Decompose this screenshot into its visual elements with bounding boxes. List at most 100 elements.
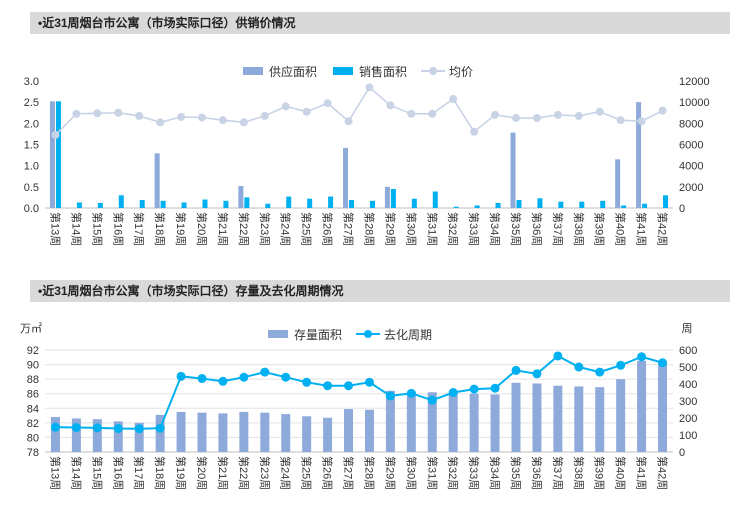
point-1-16 bbox=[385, 391, 395, 401]
bar-0-28 bbox=[637, 360, 647, 452]
x-tick-label: 第32周 bbox=[446, 456, 460, 490]
x-tick-label: 第37周 bbox=[551, 212, 565, 246]
legend-label-0: 供应面积 bbox=[269, 64, 317, 79]
point-1-10 bbox=[260, 367, 270, 377]
legend-marker-1 bbox=[364, 330, 372, 338]
point-1-11 bbox=[281, 372, 291, 382]
bar-1-7 bbox=[202, 199, 208, 208]
point-2-8 bbox=[218, 116, 227, 125]
x-tick-label: 第41周 bbox=[635, 212, 649, 246]
bar-0-16 bbox=[384, 186, 390, 208]
chart-2-title: •近31周烟台市公寓（市场实际口径）存量及去化周期情况 bbox=[30, 280, 730, 302]
line-series-2 bbox=[54, 86, 663, 136]
bar-0-28 bbox=[636, 102, 642, 208]
x-tick-label: 第37周 bbox=[551, 456, 565, 490]
point-2-0 bbox=[51, 130, 60, 139]
point-2-15 bbox=[365, 83, 374, 92]
bar-1-17 bbox=[411, 198, 417, 208]
x-tick-label: 第32周 bbox=[446, 212, 460, 246]
bar-1-13 bbox=[328, 196, 334, 208]
point-2-18 bbox=[428, 109, 437, 118]
x-tick-label: 第27周 bbox=[342, 456, 356, 490]
line-series-1 bbox=[55, 354, 663, 430]
x-tick-label: 第40周 bbox=[614, 456, 628, 490]
x-tick-label: 第18周 bbox=[153, 456, 167, 490]
bar-0-7 bbox=[197, 412, 207, 452]
bar-0-5 bbox=[155, 414, 165, 452]
bar-0-0 bbox=[49, 101, 55, 208]
legend-swatch-1 bbox=[333, 67, 353, 75]
point-1-25 bbox=[574, 362, 584, 372]
bar-0-27 bbox=[615, 159, 621, 208]
x-tick-label: 第39周 bbox=[593, 456, 607, 490]
y-left-tick-label: 2.0 bbox=[24, 118, 39, 130]
y-right-tick-label: 300 bbox=[679, 396, 697, 408]
x-tick-label: 第17周 bbox=[132, 456, 146, 490]
bar-1-8 bbox=[223, 200, 229, 208]
y-right-tick-label: 8000 bbox=[679, 118, 703, 130]
point-1-2 bbox=[92, 423, 102, 433]
point-1-17 bbox=[406, 388, 416, 398]
point-1-14 bbox=[344, 381, 354, 391]
x-tick-label: 第35周 bbox=[509, 212, 523, 246]
y-left-tick-label: 84 bbox=[27, 403, 39, 415]
x-tick-label: 第28周 bbox=[362, 212, 376, 246]
x-tick-label: 第19周 bbox=[174, 456, 188, 490]
left-unit-label: 万㎡ bbox=[20, 322, 42, 335]
supply-sales-price-chart: 0.0 0.5 1.0 1.5 2.0 2.5 3.0 0 2000 4000 6000 8000 10… bbox=[24, 64, 710, 246]
y-left-tick-label: 86 bbox=[27, 389, 39, 401]
x-tick-label: 第31周 bbox=[425, 456, 439, 490]
x-tick-label: 第29周 bbox=[383, 212, 397, 246]
supply-sales-price-panel: •近31周烟台市公寓（市场实际口径）供销价情况 0.0 0.5 1.0 1.5 2.0 2… bbox=[24, 12, 730, 246]
x-tick-label: 第15周 bbox=[90, 212, 104, 246]
x-tick-label: 第34周 bbox=[488, 456, 502, 490]
point-2-5 bbox=[156, 118, 165, 127]
bar-1-9 bbox=[244, 197, 250, 208]
bar-1-11 bbox=[286, 196, 292, 208]
point-1-6 bbox=[176, 371, 186, 381]
x-tick-label: 第36周 bbox=[530, 456, 544, 490]
x-tick-label: 第30周 bbox=[404, 212, 418, 246]
x-tick-label: 第19周 bbox=[174, 212, 188, 246]
x-tick-label: 第18周 bbox=[153, 212, 167, 246]
bar-0-4 bbox=[134, 422, 144, 452]
bar-1-1 bbox=[76, 202, 82, 208]
y-right-tick-label: 100 bbox=[679, 430, 697, 442]
y-left-tick-label: 0.5 bbox=[24, 182, 39, 194]
point-2-19 bbox=[449, 94, 458, 103]
x-tick-label: 第31周 bbox=[425, 212, 439, 246]
point-1-9 bbox=[239, 372, 249, 382]
bar-0-5 bbox=[154, 153, 160, 208]
y-left-tick-label: 88 bbox=[27, 374, 39, 386]
y-right-tick-label: 500 bbox=[679, 362, 697, 374]
bar-0-17 bbox=[406, 391, 416, 452]
x-tick-label: 第23周 bbox=[258, 212, 272, 246]
bar-0-6 bbox=[176, 411, 186, 452]
y-left-tick-label: 82 bbox=[27, 418, 39, 430]
bar-1-20 bbox=[474, 205, 480, 208]
bar-0-9 bbox=[238, 185, 244, 208]
point-1-22 bbox=[511, 365, 521, 375]
bar-0-22 bbox=[510, 132, 516, 208]
point-2-20 bbox=[470, 127, 479, 136]
point-2-17 bbox=[407, 109, 416, 118]
point-2-13 bbox=[323, 99, 332, 108]
point-1-18 bbox=[427, 395, 437, 405]
point-1-7 bbox=[197, 374, 207, 384]
x-tick-label: 第39周 bbox=[593, 212, 607, 246]
inventory-turnover-panel: •近31周烟台市公寓（市场实际口径）存量及去化周期情况 78 80 82 84 86 88… bbox=[0, 258, 740, 509]
bar-0-1 bbox=[71, 418, 81, 452]
x-tick-label: 第22周 bbox=[237, 456, 251, 490]
bar-1-28 bbox=[642, 203, 648, 208]
x-tick-label: 第21周 bbox=[216, 456, 230, 490]
x-tick-label: 第25周 bbox=[300, 212, 314, 246]
x-tick-label: 第14周 bbox=[69, 456, 83, 490]
x-tick-label: 第24周 bbox=[279, 212, 293, 246]
x-tick-label: 第30周 bbox=[404, 456, 418, 490]
x-tick-label: 第17周 bbox=[132, 212, 146, 246]
x-tick-label: 第27周 bbox=[342, 212, 356, 246]
bar-1-2 bbox=[97, 202, 103, 208]
point-1-1 bbox=[71, 423, 81, 433]
point-1-15 bbox=[364, 377, 374, 387]
point-1-27 bbox=[616, 360, 626, 370]
